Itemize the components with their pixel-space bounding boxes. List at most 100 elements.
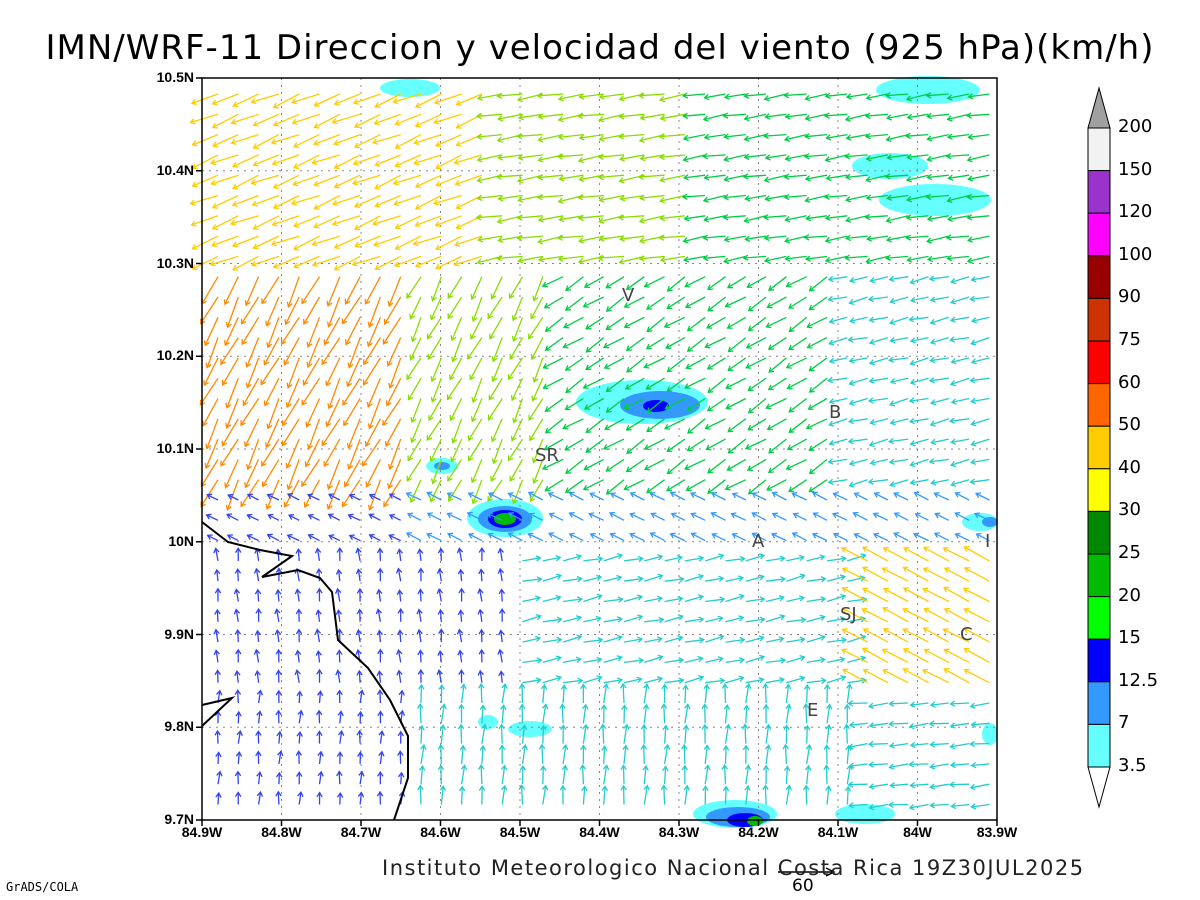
wind-arrow-head	[621, 704, 628, 711]
wind-arrow-shaft	[806, 765, 810, 785]
wind-arrow-shaft	[887, 194, 909, 199]
wind-arrow-shaft	[476, 113, 503, 117]
wind-arrow-shaft	[768, 357, 787, 373]
wind-arrow-shaft	[216, 610, 219, 622]
wind-arrow-head	[541, 784, 549, 791]
wind-arrow-shaft	[357, 569, 361, 582]
wind-arrow-shaft	[542, 276, 564, 287]
wind-arrow-head	[351, 260, 358, 267]
wind-arrow-shaft	[562, 765, 566, 785]
wind-arrow-shaft	[499, 548, 503, 562]
wind-arrow-shaft	[226, 513, 239, 521]
wind-arrow-head	[784, 683, 792, 690]
wind-arrow-head	[544, 427, 551, 434]
wind-arrow-head	[265, 503, 272, 510]
wind-arrow-shaft	[639, 215, 665, 223]
wind-arrow-head	[297, 791, 304, 797]
wind-arrow-shaft	[215, 548, 219, 562]
wind-arrow-head	[600, 704, 608, 710]
wind-arrow-head	[470, 416, 477, 423]
wind-arrow-head	[823, 112, 830, 119]
wind-arrow-shaft	[684, 785, 688, 805]
wind-arrow-head	[758, 574, 765, 581]
wind-arrow-shaft	[542, 618, 562, 623]
wind-arrow-head	[355, 628, 362, 635]
wind-arrow-shaft	[826, 617, 845, 623]
wind-arrow-head	[495, 173, 502, 180]
wind-arrow-head	[397, 771, 405, 778]
lon-label: 83.9W	[976, 824, 1018, 840]
wind-arrow-shaft	[281, 316, 300, 345]
wind-arrow-head	[333, 163, 340, 170]
wind-arrow-head	[719, 677, 726, 685]
wind-arrow-head	[764, 723, 772, 730]
wind-arrow-head	[234, 689, 242, 696]
wind-arrow-head	[949, 316, 956, 323]
wind-arrow-head	[799, 654, 806, 662]
wind-arrow-head	[479, 704, 487, 711]
wind-arrow-head	[844, 785, 852, 792]
wind-arrow-shaft	[623, 557, 643, 562]
wind-arrow-shaft	[906, 133, 929, 137]
wind-arrow-shaft	[411, 418, 422, 443]
wind-arrow-shaft	[664, 636, 683, 643]
wind-arrow-shaft	[448, 479, 463, 502]
wind-arrow-head	[645, 343, 652, 350]
wind-arrow-shaft	[518, 113, 543, 119]
wind-arrow-head	[246, 464, 253, 471]
wind-arrow-head	[869, 419, 876, 426]
wind-arrow-shaft	[934, 532, 950, 542]
wind-arrow-head	[861, 677, 868, 684]
wind-arrow-shaft	[470, 317, 483, 340]
wind-arrow-head	[771, 512, 778, 519]
wind-arrow-shaft	[260, 357, 280, 385]
wind-arrow-head	[240, 501, 246, 508]
wind-arrow-head	[908, 761, 915, 768]
wind-arrow-shaft	[862, 588, 889, 603]
wind-arrow-shaft	[806, 418, 828, 429]
wind-arrow-head	[536, 657, 543, 664]
wind-arrow-head	[597, 254, 604, 262]
wind-arrow-head	[348, 493, 355, 500]
wind-arrow-head	[702, 254, 709, 262]
wind-arrow-shaft	[747, 458, 767, 471]
wind-arrow-shaft	[951, 397, 970, 404]
wind-arrow-head	[542, 703, 549, 710]
city-label-sj: SJ	[840, 604, 857, 625]
wind-arrow-shaft	[232, 154, 259, 168]
wind-arrow-head	[928, 275, 935, 282]
wind-arrow-head	[766, 302, 773, 309]
wind-arrow-head	[293, 244, 300, 251]
wind-arrow-shaft	[848, 742, 868, 748]
wind-arrow-head	[743, 114, 750, 122]
wind-arrow-shaft	[906, 93, 929, 101]
wind-arrow-shaft	[946, 154, 970, 158]
wind-arrow-shaft	[664, 316, 686, 328]
wind-arrow-head	[236, 729, 243, 736]
wind-arrow-head	[697, 573, 705, 581]
wind-arrow-head	[466, 511, 473, 518]
wind-arrow-head	[646, 426, 653, 433]
wind-arrow-shaft	[629, 533, 645, 542]
wind-arrow-head	[559, 784, 567, 791]
wind-arrow-head	[908, 417, 915, 425]
wind-arrow-head	[556, 234, 563, 241]
wind-arrow-head	[394, 119, 401, 126]
wind-arrow-shaft	[883, 628, 909, 643]
wind-arrow-shaft	[883, 588, 909, 603]
wind-arrow-head	[905, 176, 912, 183]
wind-arrow-head	[252, 120, 259, 127]
wind-arrow-head	[288, 514, 295, 520]
wind-arrow-head	[684, 383, 691, 390]
wind-arrow-head	[603, 342, 610, 349]
wind-arrow-shaft	[389, 438, 402, 470]
wind-arrow-shaft	[664, 679, 684, 684]
wind-arrow-head	[467, 435, 474, 442]
wind-arrow-head	[304, 461, 311, 468]
lon-label: 84W	[903, 824, 932, 840]
wind-arrow-head	[377, 770, 384, 777]
wind-arrow-head	[646, 487, 653, 494]
wind-arrow-shaft	[807, 316, 828, 328]
wind-arrow-head	[333, 182, 340, 189]
wind-arrow-head	[206, 534, 213, 541]
